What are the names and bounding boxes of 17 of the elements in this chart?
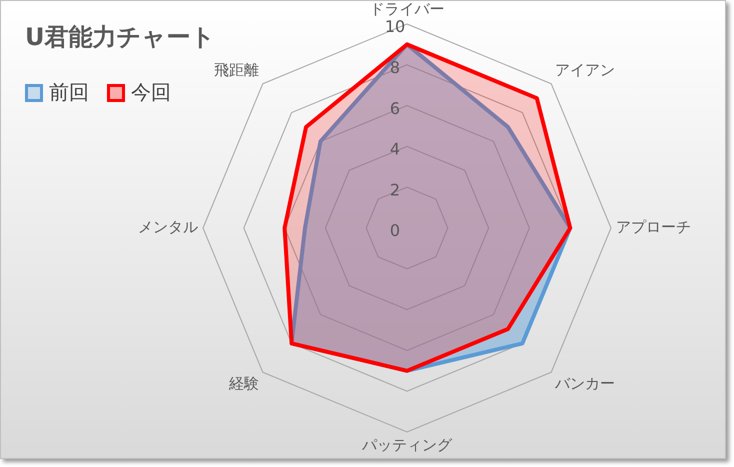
spoke-label: バンカー (554, 374, 615, 393)
y-tick-label: 6 (390, 98, 400, 118)
spoke-label: メンタル (138, 218, 198, 236)
spoke-label: アイアン (554, 61, 615, 80)
legend-label: 前回 (49, 79, 89, 106)
spoke-label: 飛距離 (214, 61, 260, 80)
y-tick-label: 0 (390, 221, 400, 240)
y-tick-label: 8 (390, 58, 400, 77)
spoke-label: 経験 (228, 374, 260, 393)
spoke-label: ドライバー (370, 0, 444, 18)
legend-label: 今回 (131, 79, 171, 106)
y-tick-label: 10 (384, 17, 406, 36)
y-tick-label: 2 (390, 180, 400, 200)
spoke-label: アプローチ (616, 218, 691, 236)
y-tick-label: 4 (390, 140, 400, 159)
text: U君能力チャート (25, 22, 216, 53)
spoke-label: パッティング (361, 436, 453, 454)
